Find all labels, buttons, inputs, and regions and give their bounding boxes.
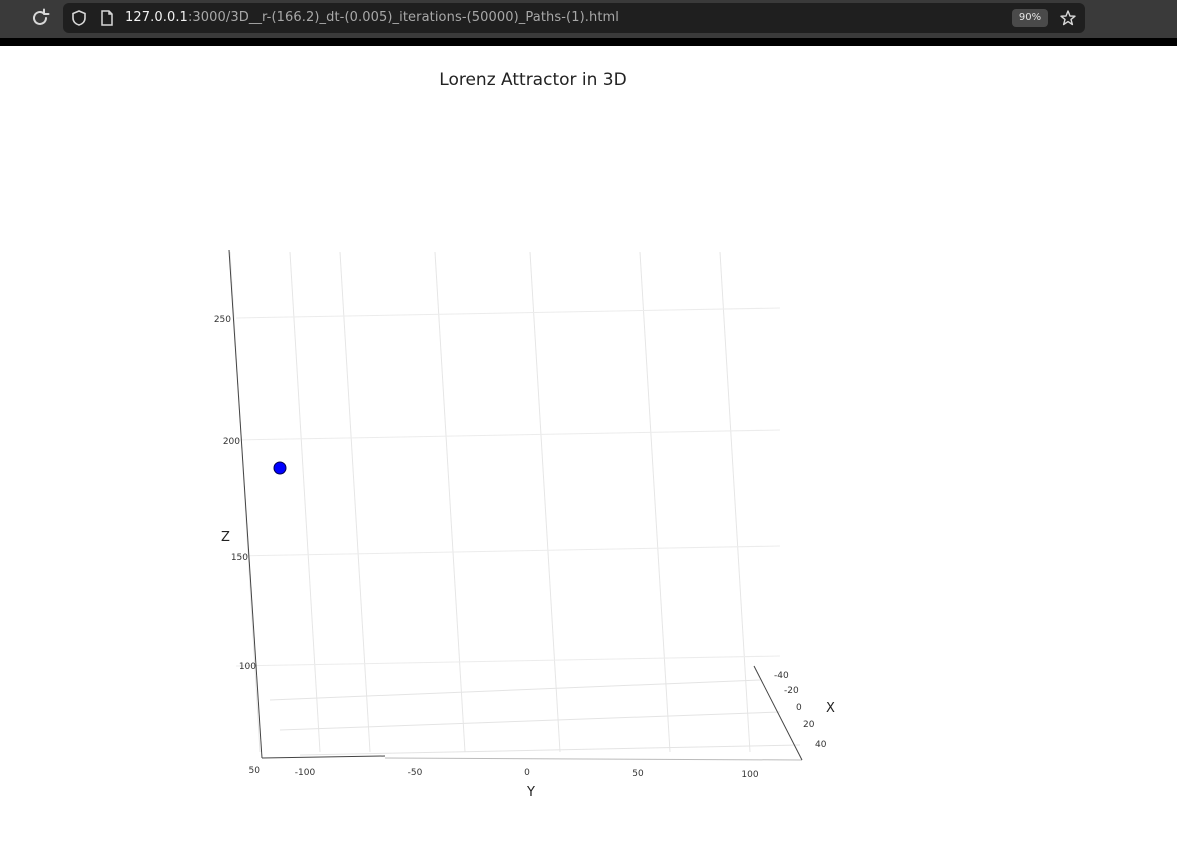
chart-title: Lorenz Attractor in 3D — [439, 70, 627, 90]
y-axis-line-left — [261, 755, 386, 759]
grid-line-v-5 — [639, 251, 671, 753]
url-text[interactable]: 127.0.0.1:3000/3D__r-(166.2)_dt-(0.005)_… — [125, 10, 619, 25]
x-axis-line — [753, 665, 803, 761]
start-point-marker[interactable] — [273, 461, 287, 475]
z-axis-title: Z — [221, 530, 230, 545]
x-tick--40: -40 — [774, 671, 789, 681]
x-tick-40: 40 — [815, 740, 827, 750]
toolbar-divider — [0, 38, 1177, 46]
reload-icon[interactable] — [28, 6, 52, 30]
z-tick-100: 100 — [239, 662, 256, 672]
grid-line-v-3 — [434, 251, 466, 753]
y-tick-0: 0 — [524, 768, 530, 778]
zoom-badge[interactable]: 90% — [1012, 9, 1048, 27]
y-tick-50: 50 — [632, 769, 644, 779]
grid-line-v-2 — [339, 251, 371, 753]
shield-icon[interactable] — [70, 9, 88, 27]
x-tick-20: 20 — [803, 720, 815, 730]
z-tick-150: 150 — [231, 553, 248, 563]
x-axis-title: X — [826, 701, 835, 716]
grid-lines — [229, 251, 801, 756]
z-tick-250: 250 — [214, 315, 231, 325]
z-tick-200: 200 — [223, 437, 240, 447]
y-axis-line — [384, 757, 803, 761]
z-axis-line — [228, 249, 263, 759]
y-tick-100: 100 — [741, 770, 758, 780]
y-axis-title: Y — [526, 785, 535, 800]
url-path: :3000/3D__r-(166.2)_dt-(0.005)_iteration… — [187, 10, 619, 25]
x-tick--20: -20 — [784, 686, 799, 696]
url-bar[interactable]: 127.0.0.1:3000/3D__r-(166.2)_dt-(0.005)_… — [63, 3, 1085, 33]
grid-line-h-2 — [235, 545, 781, 557]
url-host: 127.0.0.1 — [125, 10, 188, 25]
y-tick--50: -50 — [408, 768, 423, 778]
grid-line-v-4 — [529, 251, 561, 753]
grid-line-h-0 — [235, 307, 781, 319]
page-icon — [98, 9, 116, 27]
browser-toolbar: 127.0.0.1:3000/3D__r-(166.2)_dt-(0.005)_… — [0, 0, 1177, 38]
y-tick--100: -100 — [295, 768, 316, 778]
grid-line-floor-1 — [279, 711, 781, 731]
x-tick-0: 0 — [796, 703, 802, 713]
axis-lines — [228, 249, 803, 761]
grid-line-v-6 — [719, 251, 751, 753]
grid-line-h-3 — [235, 655, 781, 667]
grid-line-h-1 — [235, 429, 781, 441]
grid-line-v-1 — [289, 251, 321, 753]
grid-line-floor-2 — [299, 744, 801, 756]
corner-tick-50: 50 — [249, 766, 261, 776]
grid-line-floor-0 — [269, 679, 761, 701]
star-icon[interactable] — [1059, 9, 1077, 27]
